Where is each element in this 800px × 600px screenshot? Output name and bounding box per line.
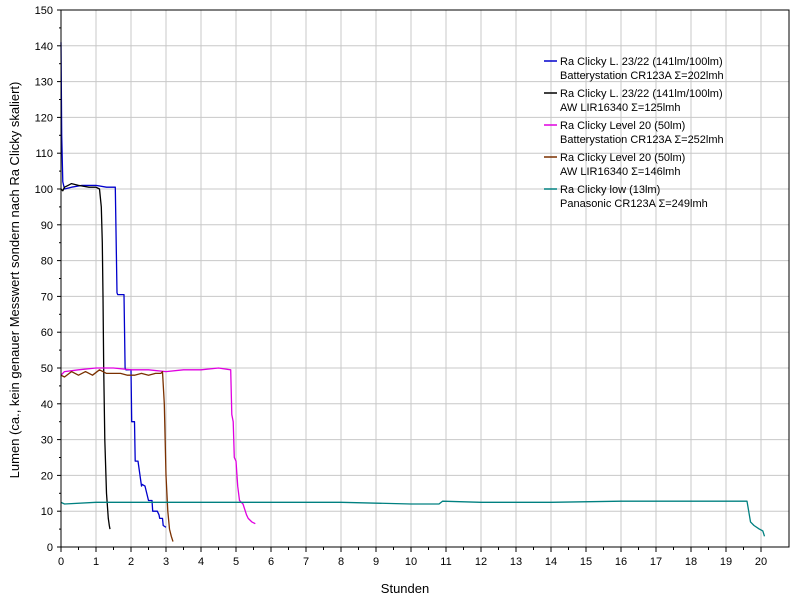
series-layer [60, 42, 766, 542]
legend-label-detail: Batterystation CR123A Σ=202lmh [560, 70, 724, 82]
x-tick-label: 14 [545, 556, 557, 568]
x-tick-label: 7 [303, 556, 309, 568]
legend-label: Ra Clicky Level 20 (50lm) [560, 120, 685, 132]
series-line-2 [60, 182, 111, 530]
legend-label: Ra Clicky L. 23/22 (141lm/100lm) [560, 56, 723, 68]
y-tick-label: 20 [41, 470, 53, 482]
y-tick-label: 10 [41, 506, 53, 518]
legend-label: Ra Clicky L. 23/22 (141lm/100lm) [560, 88, 723, 100]
series-line-5 [60, 500, 766, 537]
series-line-3 [60, 367, 256, 525]
x-tick-label: 12 [475, 556, 487, 568]
y-tick-label: 40 [41, 399, 53, 411]
x-tick-label: 16 [615, 556, 627, 568]
x-tick-label: 6 [268, 556, 274, 568]
y-tick-label: 150 [35, 5, 53, 17]
x-tick-label: 1 [93, 556, 99, 568]
legend-label: Ra Clicky low (13lm) [560, 184, 660, 196]
y-tick-label: 0 [47, 542, 53, 554]
x-tick-label: 15 [580, 556, 592, 568]
ticks: 0 1 2 3 4 5 6 7 8 9 10 11 12 13 14 15 16 17 18 19 2001020304… [35, 5, 767, 568]
x-tick-label: 18 [685, 556, 697, 568]
legend: Ra Clicky L. 23/22 (141lm/100lm) Batterys… [544, 56, 724, 210]
x-tick-label: 5 [233, 556, 239, 568]
x-tick-label: 9 [373, 556, 379, 568]
y-tick-label: 70 [41, 291, 53, 303]
x-tick-label: 8 [338, 556, 344, 568]
y-tick-label: 90 [41, 220, 53, 232]
x-tick-label: 10 [405, 556, 417, 568]
y-tick-label: 140 [35, 41, 53, 53]
x-tick-label: 13 [510, 556, 522, 568]
x-tick-label: 11 [440, 556, 451, 568]
y-tick-label: 50 [41, 363, 53, 375]
x-tick-label: 4 [198, 556, 204, 568]
y-axis-label: Lumen (ca., kein genauer Messwert sonder… [7, 82, 22, 479]
legend-label-detail: Batterystation CR123A Σ=252lmh [560, 134, 724, 146]
x-tick-label: 3 [163, 556, 169, 568]
x-tick-label: 0 [58, 556, 64, 568]
x-tick-label: 19 [720, 556, 732, 568]
y-tick-label: 110 [35, 148, 53, 160]
y-tick-label: 80 [41, 256, 53, 268]
x-axis-label: Stunden [381, 581, 429, 596]
legend-label-detail: AW LIR16340 Σ=125lmh [560, 102, 680, 114]
y-tick-label: 120 [35, 112, 53, 124]
plot-area [61, 10, 789, 547]
x-tick-label: 17 [650, 556, 662, 568]
x-tick-label: 20 [755, 556, 767, 568]
x-tick-label: 2 [128, 556, 134, 568]
legend-label: Ra Clicky Level 20 (50lm) [560, 152, 685, 164]
y-tick-label: 60 [41, 327, 53, 339]
y-tick-label: 100 [35, 184, 53, 196]
y-tick-label: 30 [41, 435, 53, 447]
legend-label-detail: AW LIR16340 Σ=146lmh [560, 166, 680, 178]
legend-label-detail: Panasonic CR123A Σ=249lmh [560, 198, 708, 210]
y-tick-label: 130 [35, 77, 53, 89]
series-line-4 [60, 369, 174, 542]
